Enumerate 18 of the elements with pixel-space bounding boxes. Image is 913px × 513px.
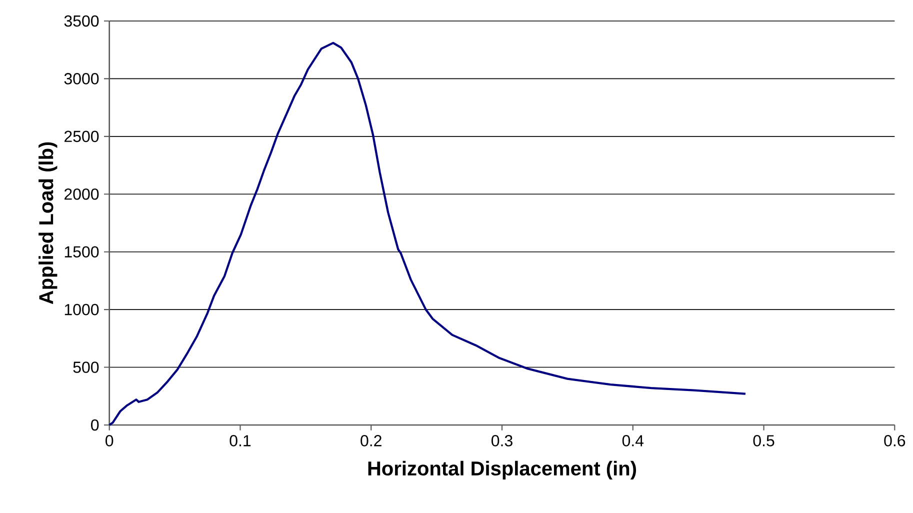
x-tick-label: 0.1 — [230, 435, 251, 446]
x-tick-label: 0.5 — [753, 435, 774, 446]
x-tick-label: 0 — [106, 435, 114, 446]
y-tick-label: 3500 — [64, 15, 99, 27]
x-tick-label: 0.3 — [492, 435, 512, 446]
x-tick-label: 0.2 — [360, 435, 382, 446]
x-axis-title: Horizontal Displacement (in) — [368, 460, 636, 480]
y-axis-title: Applied Load (lb) — [38, 142, 58, 304]
y-tick-label: 1000 — [64, 304, 99, 316]
y-tick-label: 2000 — [64, 188, 99, 200]
line-series — [108, 42, 747, 426]
y-tick-label: 0 — [91, 419, 99, 431]
x-tick-label: 0.4 — [622, 435, 644, 446]
y-tick-label: 3000 — [64, 73, 99, 84]
y-tick-label: 2500 — [64, 130, 99, 142]
y-tick-label: 1500 — [64, 246, 99, 258]
y-tick-label: 500 — [73, 362, 99, 373]
x-tick-label: 0.6 — [884, 435, 906, 446]
